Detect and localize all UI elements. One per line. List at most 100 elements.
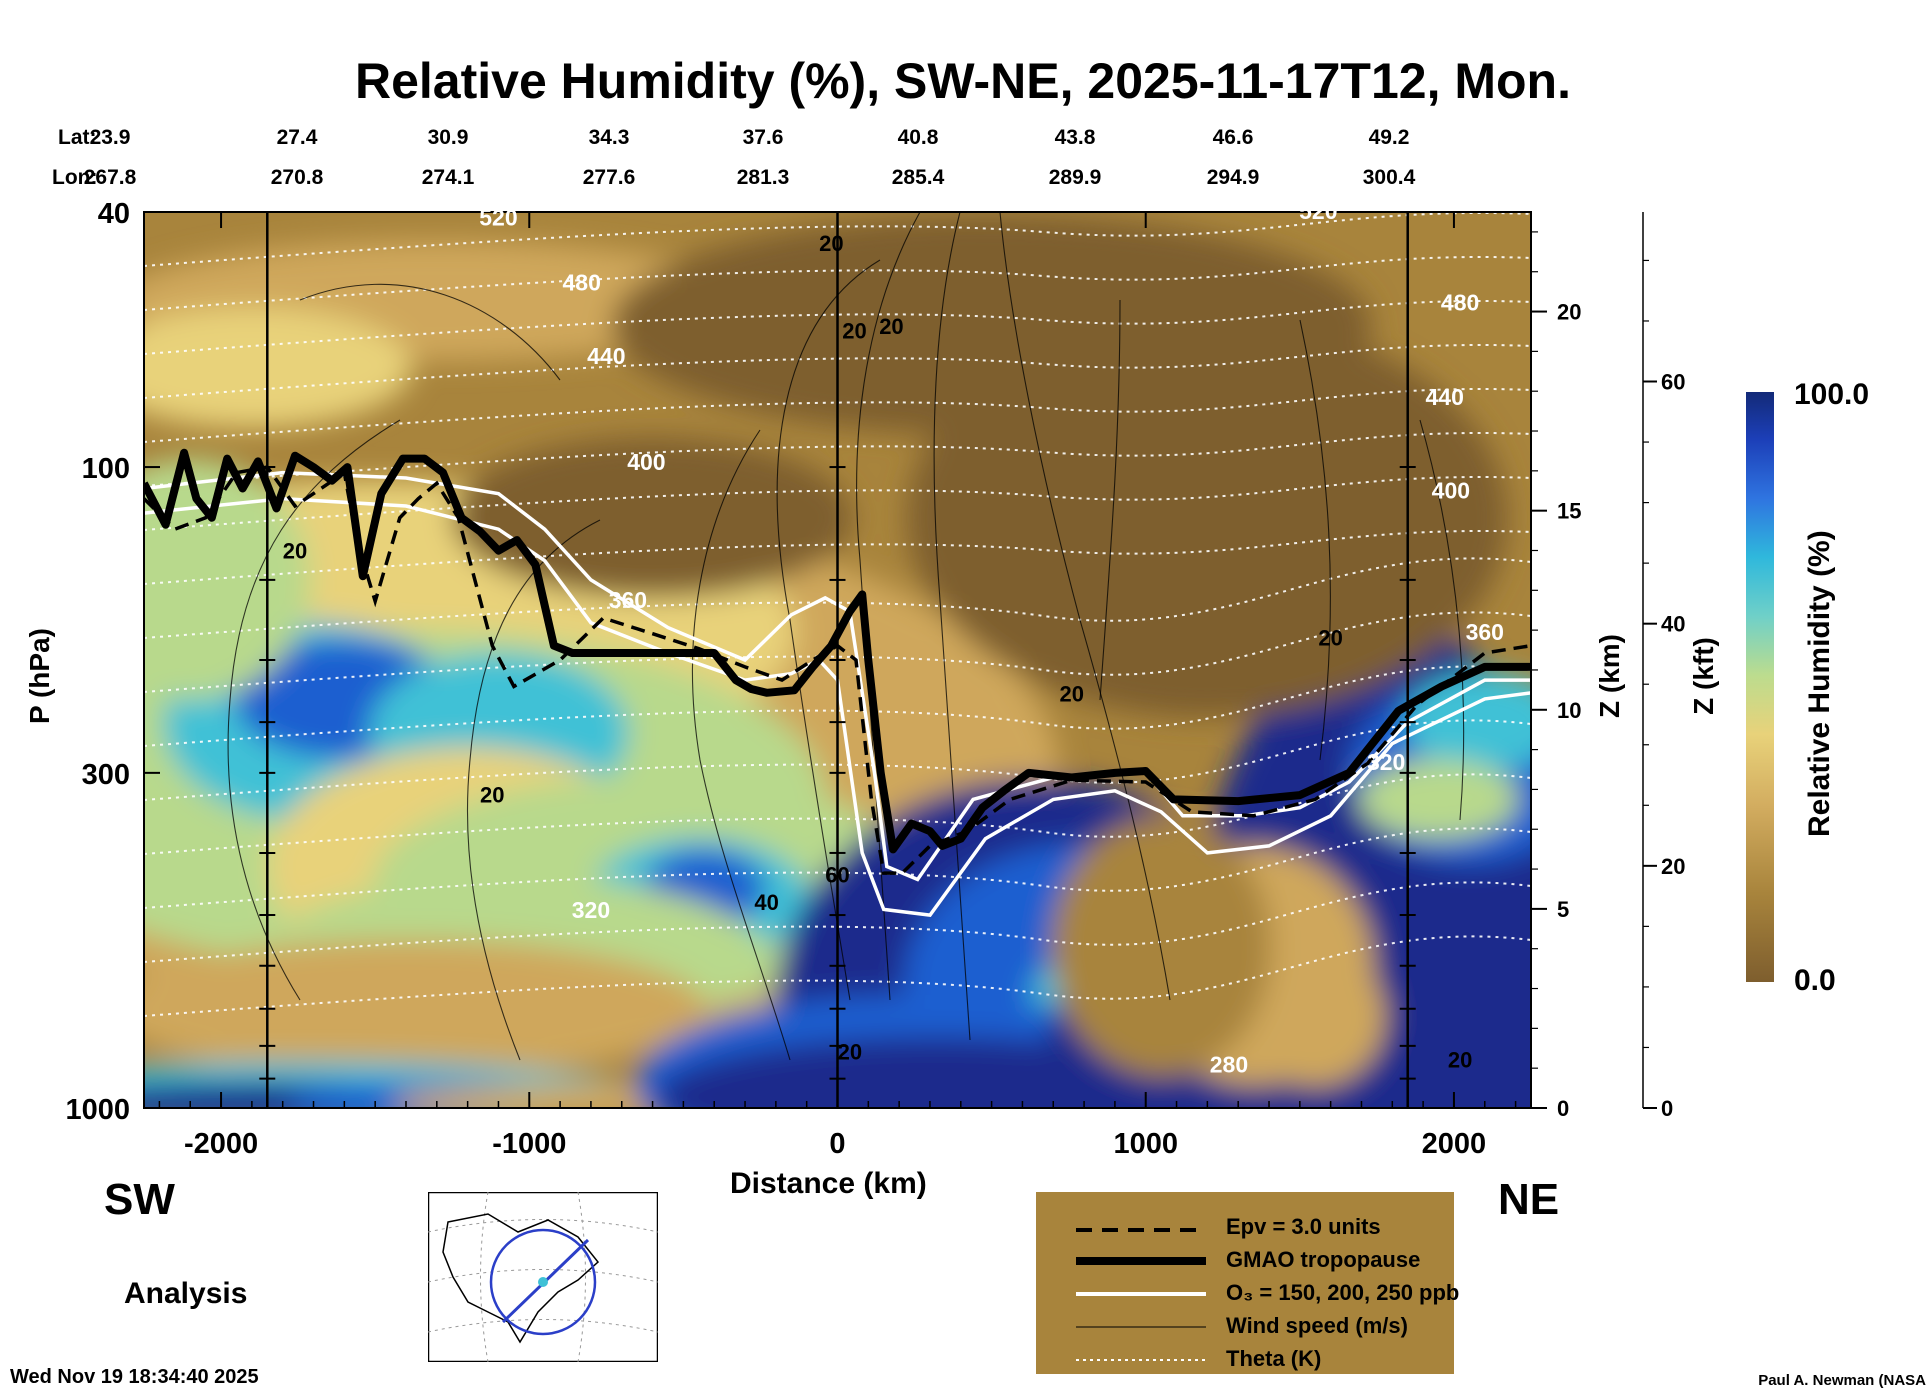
legend-item-theta: Theta (K): [1036, 1342, 1454, 1375]
colorbar-max-label: 100.0: [1794, 378, 1870, 411]
zkm-tick-label: 0: [1557, 1096, 1569, 1121]
theta-isentrope: [144, 343, 1531, 399]
theta-label: 520: [479, 205, 517, 231]
theta-isentrope: [144, 529, 1531, 585]
theta-isentrope: [144, 881, 1531, 963]
field-blobs: [144, 214, 1531, 1108]
lon-value: 300.4: [1362, 166, 1416, 189]
timestamp: Wed Nov 19 18:34:40 2025: [10, 1366, 259, 1388]
zkm-tick-label: 15: [1557, 499, 1581, 524]
zkft-tick-label: 0: [1661, 1096, 1673, 1121]
theta-label: 440: [1426, 384, 1464, 410]
wind-label: 20: [838, 1039, 862, 1064]
colorbar-min-label: 0.0: [1794, 964, 1836, 997]
ozone-250ppb-line: [144, 470, 1531, 882]
humidity-region: [144, 307, 412, 428]
theta-label: 320: [1367, 749, 1405, 775]
lat-value: 27.4: [276, 126, 318, 149]
wind-label: 20: [1448, 1048, 1472, 1073]
humidity-region: [452, 437, 853, 598]
x-tick-label: -2000: [184, 1128, 258, 1160]
legend-item-wind: Wind speed (m/s): [1036, 1309, 1454, 1342]
legend: Epv = 3.0 units GMAO tropopause O₃ = 150…: [1036, 1192, 1459, 1375]
legend-item-epv: Epv = 3.0 units: [1036, 1210, 1454, 1243]
contour-labels: 520 480 440 400 360 320 280 520 480 440 400 360 320 2…: [283, 198, 1504, 1078]
wind-contour: [299, 283, 561, 381]
lon-value: 274.1: [421, 166, 475, 189]
zkft-tick-label: 20: [1661, 854, 1685, 879]
p-tick-label: 40: [98, 198, 130, 230]
lat-value: 43.8: [1054, 126, 1096, 149]
legend-item-tropopause: GMAO tropopause: [1036, 1243, 1454, 1276]
lon-value: 281.3: [736, 166, 790, 189]
wind-label: 20: [283, 539, 307, 564]
theta-label: 400: [1432, 478, 1470, 504]
lon-value: 294.9: [1206, 166, 1260, 189]
theta-label: 480: [1441, 290, 1479, 316]
wind-contour: [1299, 319, 1331, 761]
lon-value: 270.8: [270, 166, 324, 189]
lat-label: Lat:: [58, 126, 97, 149]
coastline-icon: [442, 1213, 600, 1344]
lat-value: 34.3: [588, 126, 630, 149]
zkm-tick-label: 20: [1557, 300, 1581, 325]
legend-ozone-label: O₃ = 150, 200, 250 ppb: [1226, 1280, 1460, 1305]
lat-value: 46.6: [1212, 126, 1254, 149]
zkm-tick-label: 5: [1557, 897, 1569, 922]
legend-item-ozone: O₃ = 150, 200, 250 ppb: [1036, 1276, 1459, 1309]
wind-label: 20: [480, 783, 504, 808]
wind-contour: [999, 212, 1171, 1001]
theta-isentrope: [144, 299, 1531, 355]
lat-value: 49.2: [1368, 126, 1410, 149]
legend-tropopause-label: GMAO tropopause: [1226, 1247, 1421, 1272]
theta-isentrope: [144, 773, 1531, 855]
y-axis-title: P (hPa): [24, 628, 55, 724]
theta-label: 400: [627, 449, 665, 475]
x-tick-label: 0: [829, 1128, 845, 1160]
x-axis-title: Distance (km): [730, 1167, 927, 1200]
lat-value: 37.6: [742, 126, 784, 149]
wind-contour: [933, 212, 971, 1041]
humidity-region: [907, 317, 1508, 718]
theta-isentrope: [144, 935, 1531, 1017]
theta-label: 440: [587, 343, 625, 369]
zkft-tick-label: 40: [1661, 612, 1685, 637]
humidity-region: [1404, 672, 1531, 773]
lon-label: Lon:: [52, 166, 98, 189]
wind-contour: [776, 259, 881, 1001]
theta-isentrope: [144, 611, 1531, 693]
theta-label: 520: [1299, 198, 1337, 224]
tropopause-line: [144, 448, 1531, 854]
legend-wind-label: Wind speed (m/s): [1226, 1313, 1408, 1338]
wind-label: 40: [754, 890, 778, 915]
lon-value: 285.4: [891, 166, 945, 189]
theta-label: 360: [1466, 619, 1504, 645]
humidity-region: [1051, 816, 1272, 1077]
sw-label: SW: [104, 1175, 175, 1224]
humidity-region: [1245, 946, 1386, 1087]
wind-contours: [227, 212, 1465, 1061]
x-tick-label: 1000: [1113, 1128, 1178, 1160]
legend-epv-label: Epv = 3.0 units: [1226, 1214, 1381, 1239]
z-kft-axis-title: Z (kft): [1688, 637, 1719, 715]
lon-value: 277.6: [582, 166, 636, 189]
wind-contour: [227, 419, 401, 1001]
theta-isentrope: [144, 255, 1531, 311]
theta-isentrope: [144, 827, 1531, 909]
theta-isentrope: [144, 665, 1531, 747]
lon-value: 289.9: [1048, 166, 1102, 189]
ne-label: NE: [1498, 1175, 1560, 1224]
wind-label: 20: [1318, 626, 1342, 651]
wind-label: 20: [1060, 681, 1084, 706]
x-tick-label: 2000: [1422, 1128, 1487, 1160]
theta-contours: [144, 212, 1531, 1017]
theta-label: 360: [609, 587, 647, 613]
theta-isentrope: [144, 557, 1531, 639]
humidity-region: [1358, 759, 1519, 840]
chart-title: Relative Humidity (%), SW-NE, 2025-11-17…: [355, 53, 1571, 109]
analysis-label: Analysis: [124, 1277, 248, 1310]
colorbar: [1746, 392, 1774, 982]
colorbar-title: Relative Humidity (%): [1803, 530, 1836, 837]
credit: Paul A. Newman (NASA: [1758, 1372, 1926, 1389]
